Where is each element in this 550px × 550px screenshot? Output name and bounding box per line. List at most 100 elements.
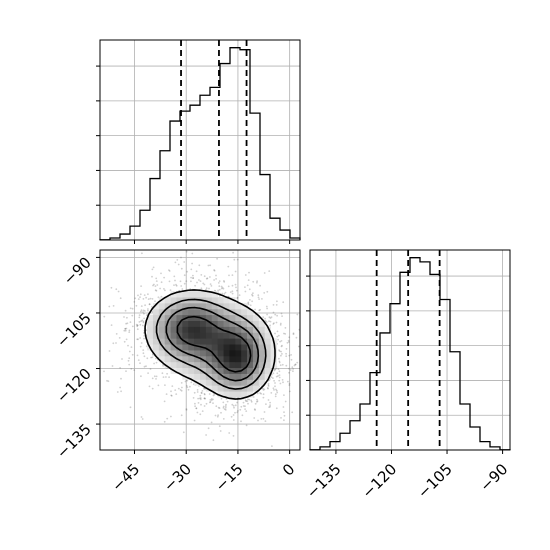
sample-point (222, 418, 225, 420)
histogram-frame-param2 (310, 250, 510, 450)
density-cell (223, 361, 230, 369)
sample-point (256, 281, 258, 284)
density-cell (176, 344, 183, 351)
density-cell (229, 338, 236, 345)
sample-point (274, 368, 277, 371)
sample-point (281, 363, 284, 366)
sample-point (97, 318, 99, 320)
sample-point (184, 380, 187, 383)
hist1-step-outline (99, 47, 301, 241)
sample-point (222, 287, 225, 290)
sample-point (234, 404, 237, 407)
sample-point (272, 372, 275, 375)
sample-point (218, 280, 221, 282)
density-cell (258, 320, 266, 327)
sample-point (287, 339, 290, 342)
sample-point (117, 290, 120, 293)
density-cell (205, 385, 213, 392)
sample-point (192, 277, 194, 279)
density-cell (205, 338, 213, 345)
sample-point (205, 402, 208, 405)
sample-point (254, 409, 256, 411)
sample-point (205, 434, 208, 436)
sample-point (283, 332, 285, 335)
density-cell (205, 308, 213, 316)
sample-point (142, 320, 145, 323)
density-cell (211, 297, 219, 304)
sample-point (119, 367, 121, 369)
sample-point (274, 382, 276, 384)
sample-point (278, 370, 281, 373)
sample-point (266, 307, 268, 310)
sample-point (212, 398, 214, 401)
sample-point (181, 386, 183, 389)
sample-point (240, 420, 242, 423)
sample-point (203, 283, 206, 286)
sample-point (247, 303, 250, 306)
sample-point (236, 401, 239, 404)
density-cell (194, 308, 201, 316)
density-cell (200, 350, 207, 357)
sample-point (120, 390, 122, 393)
density-cell (258, 344, 266, 351)
sample-point (121, 358, 123, 360)
density-cell (252, 355, 260, 363)
density-cell (211, 291, 219, 298)
density-cell (217, 338, 224, 345)
density-cell (264, 355, 271, 363)
sample-point (214, 414, 217, 417)
density-cell (229, 332, 236, 339)
sample-point (292, 368, 294, 370)
density-cell (152, 308, 160, 316)
sample-point (275, 389, 278, 392)
sample-point (302, 367, 304, 369)
sample-point (119, 386, 121, 389)
density-cell (258, 326, 266, 333)
sample-point (244, 290, 247, 293)
sample-point (221, 286, 224, 289)
density-cell (252, 344, 260, 351)
sample-point (207, 427, 210, 430)
density-cell (205, 344, 213, 351)
density-cell (170, 361, 177, 369)
sample-point (276, 300, 278, 303)
sample-point (140, 416, 143, 418)
sample-point (247, 302, 249, 305)
sample-point (251, 294, 254, 297)
sample-point (155, 280, 158, 282)
sample-point (224, 406, 227, 409)
density-cell (235, 320, 242, 327)
sample-point (208, 287, 210, 290)
density-cell (217, 332, 224, 339)
density-cell (164, 344, 171, 351)
density-cell (200, 326, 207, 333)
sample-point (180, 414, 183, 417)
sample-point (115, 288, 118, 291)
sample-point (151, 356, 154, 359)
density-cell (241, 332, 248, 339)
sample-point (201, 390, 204, 392)
sample-point (253, 408, 256, 411)
sample-point (256, 401, 258, 403)
sample-point (266, 387, 269, 389)
density-cell (200, 361, 207, 369)
sample-point (130, 368, 133, 370)
sample-point (203, 393, 206, 395)
sample-point (213, 289, 216, 292)
sample-point (190, 268, 193, 271)
sample-point (273, 369, 276, 372)
sample-point (285, 355, 288, 358)
sample-point (265, 321, 268, 323)
sample-point (197, 397, 200, 400)
sample-point (217, 282, 220, 284)
density-cell (194, 332, 201, 339)
sample-point (108, 350, 111, 352)
sample-point (196, 389, 199, 391)
sample-point (269, 317, 272, 319)
hist2-xtick-label-2: −105 (414, 460, 456, 502)
density-cell (164, 355, 171, 363)
density-cell (170, 350, 177, 357)
sample-point (280, 354, 282, 357)
sample-point (157, 384, 160, 387)
sample-point (203, 397, 206, 400)
